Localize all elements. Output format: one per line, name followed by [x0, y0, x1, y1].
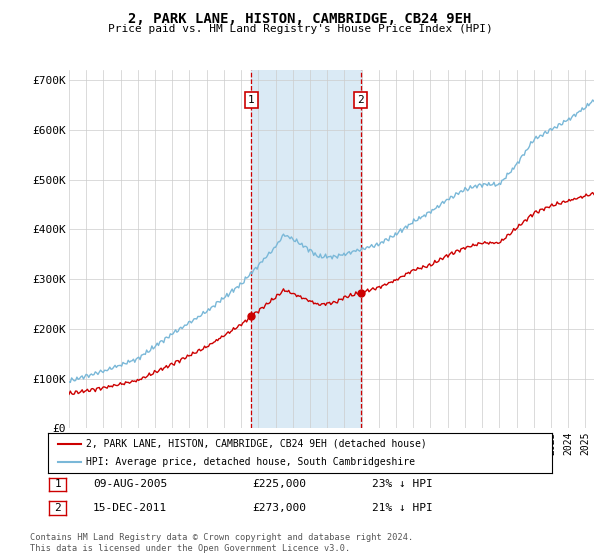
Text: 1: 1 [248, 95, 255, 105]
Text: 2, PARK LANE, HISTON, CAMBRIDGE, CB24 9EH (detached house): 2, PARK LANE, HISTON, CAMBRIDGE, CB24 9E… [86, 439, 427, 449]
Text: Contains HM Land Registry data © Crown copyright and database right 2024.
This d: Contains HM Land Registry data © Crown c… [30, 533, 413, 553]
Text: 23% ↓ HPI: 23% ↓ HPI [372, 479, 433, 489]
Text: £273,000: £273,000 [252, 503, 306, 513]
Text: Price paid vs. HM Land Registry's House Price Index (HPI): Price paid vs. HM Land Registry's House … [107, 24, 493, 34]
Text: £225,000: £225,000 [252, 479, 306, 489]
Text: 2: 2 [358, 95, 364, 105]
Text: 09-AUG-2005: 09-AUG-2005 [93, 479, 167, 489]
Text: 2: 2 [54, 503, 61, 513]
Bar [251, 70, 361, 428]
Text: 2, PARK LANE, HISTON, CAMBRIDGE, CB24 9EH: 2, PARK LANE, HISTON, CAMBRIDGE, CB24 9E… [128, 12, 472, 26]
Text: 1: 1 [54, 479, 61, 489]
Text: 15-DEC-2011: 15-DEC-2011 [93, 503, 167, 513]
Text: 21% ↓ HPI: 21% ↓ HPI [372, 503, 433, 513]
Text: HPI: Average price, detached house, South Cambridgeshire: HPI: Average price, detached house, Sout… [86, 458, 415, 467]
